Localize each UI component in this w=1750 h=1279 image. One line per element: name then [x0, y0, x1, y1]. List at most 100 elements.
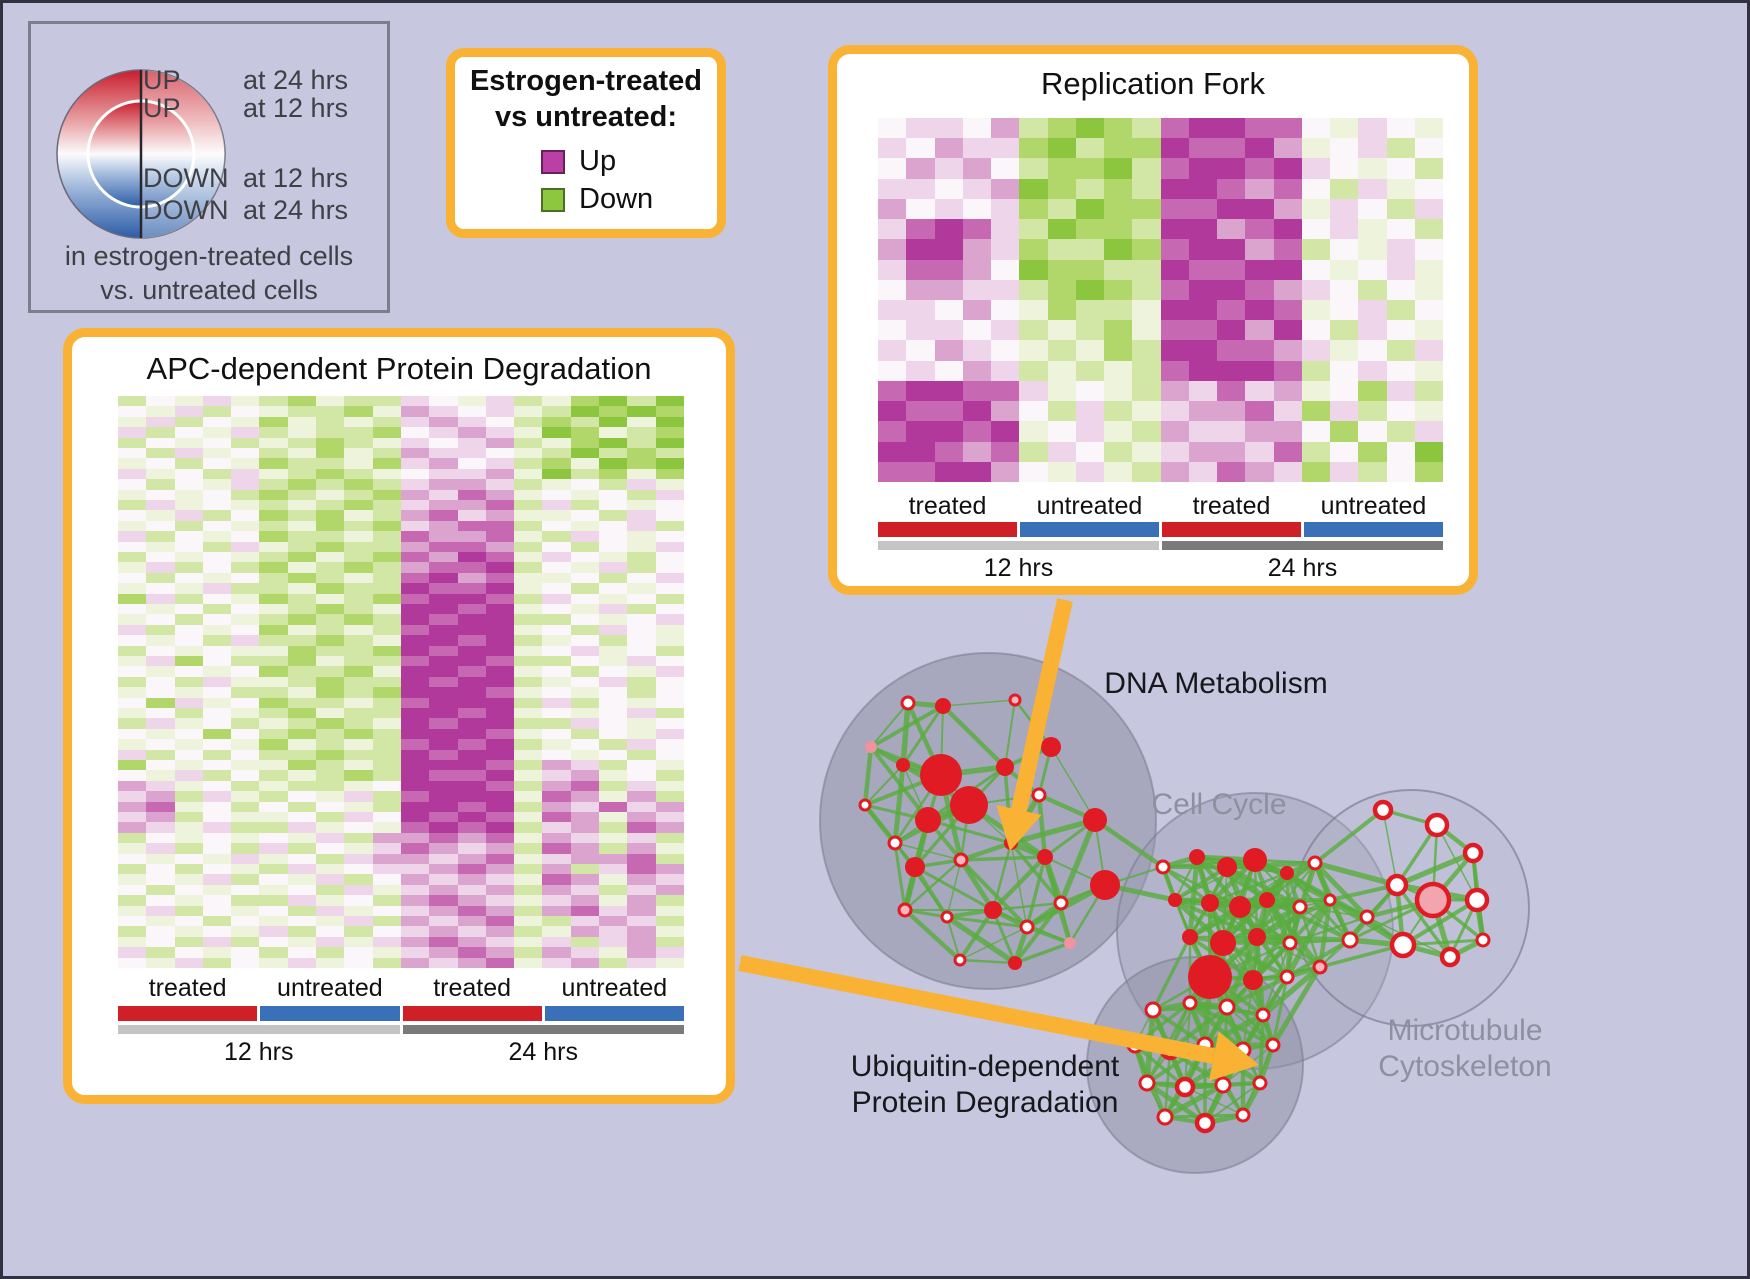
network-edge [1042, 854, 1064, 906]
network-edge [1250, 977, 1276, 1048]
heatmap-cell [316, 572, 345, 584]
heatmap-cell [287, 531, 317, 542]
network-edge [1173, 865, 1229, 902]
heatmap-cell [991, 421, 1020, 442]
heatmap-cell [599, 583, 628, 594]
heatmap-cell [485, 614, 515, 625]
heatmap-cell [174, 437, 203, 448]
heatmap-cell [878, 198, 907, 220]
heatmap-cell [599, 479, 628, 490]
heatmap-cell [316, 520, 345, 532]
heatmap-cell [1047, 421, 1076, 442]
network-edge [1250, 904, 1303, 983]
heatmap-cell [231, 780, 260, 792]
heatmap-cell [344, 832, 373, 844]
heatmap-cell [655, 676, 684, 688]
heatmap-cell [146, 447, 175, 459]
heatmap-cell [429, 666, 458, 677]
heatmap-cell [542, 562, 571, 573]
heatmap-cell [146, 572, 175, 584]
heatmap-cell [231, 832, 260, 844]
network-edge [1285, 905, 1302, 979]
network-edge [913, 803, 971, 869]
heatmap-cell [259, 936, 288, 948]
heatmap-cell [485, 905, 515, 916]
heatmap-cell [570, 655, 600, 667]
network-edge [1208, 975, 1275, 1047]
heatmap-cell [400, 583, 430, 594]
network-edge [1209, 906, 1241, 978]
heatmap-cell [118, 801, 147, 812]
heatmap-cell [991, 441, 1020, 462]
heatmap-cell [1132, 158, 1161, 179]
network-edge [1254, 897, 1333, 940]
heatmap-cell [570, 562, 600, 573]
heatmap-cell [1160, 299, 1189, 321]
heatmap-cell [655, 437, 684, 448]
heatmap-cell [655, 603, 684, 615]
network-edge [1151, 1008, 1207, 1047]
heatmap-cell [655, 489, 684, 500]
heatmap-cell [146, 936, 175, 948]
heatmap-cell [457, 749, 486, 760]
heatmap-cell [542, 936, 571, 948]
network-edge [892, 762, 906, 846]
heatmap-cell [1386, 320, 1415, 341]
heatmap-cell [514, 853, 543, 864]
heatmap-cell [174, 510, 203, 521]
heatmap-cell [655, 479, 684, 490]
heatmap-cell [344, 957, 373, 968]
heatmap-cell [1330, 360, 1359, 381]
network-edge [1254, 934, 1353, 943]
network-edge [1284, 860, 1318, 876]
heatmap-cell [1075, 360, 1104, 381]
heatmap-cell [1414, 219, 1443, 240]
heatmap-cell [570, 801, 600, 812]
heatmap-cell [991, 239, 1020, 260]
group-label: treated [148, 974, 227, 1002]
heatmap-cell [287, 676, 317, 688]
heatmap-cell [287, 572, 317, 584]
heatmap-cell [372, 697, 401, 708]
heatmap-cell [655, 624, 684, 636]
heatmap-cell [485, 811, 515, 823]
heatmap-cell [542, 635, 571, 646]
heatmap-cell [457, 759, 486, 771]
heatmap-cell [231, 895, 260, 906]
heatmap-cell [400, 551, 430, 563]
network-edge [1242, 1044, 1274, 1116]
heatmap-cell [174, 947, 203, 958]
heatmap-cell [231, 624, 260, 636]
heatmap-cell [372, 416, 401, 428]
network-edge [1239, 899, 1331, 908]
network-edge [1188, 1001, 1275, 1047]
heatmap-cell [599, 614, 628, 625]
network-edge [1401, 898, 1479, 947]
heatmap-cell [174, 666, 203, 677]
network-edge [1222, 942, 1254, 981]
network-edge [1430, 850, 1476, 903]
heatmap-cell [372, 770, 401, 781]
heatmap-cell [1019, 259, 1048, 280]
legend-direction: DOWN [143, 195, 229, 225]
timepoint-labels: 12 hrs 24 hrs [878, 554, 1443, 582]
network-edge [1163, 1113, 1245, 1119]
network-edge [1209, 942, 1291, 978]
gene-node [1155, 859, 1171, 875]
heatmap-cell [202, 718, 232, 729]
heatmap-cell [146, 479, 175, 490]
heatmap-cell [485, 603, 515, 615]
heatmap-cell [542, 947, 571, 958]
heatmap-cell [570, 541, 600, 552]
heatmap-cell [1330, 158, 1359, 179]
network-edge [1266, 899, 1288, 978]
gene-node [1475, 932, 1491, 948]
heatmap-cell [259, 406, 288, 417]
heatmap-cell [146, 406, 175, 417]
heatmap-cell [1019, 401, 1048, 422]
gene-node [1389, 931, 1417, 959]
heatmap-cell [1104, 158, 1133, 179]
heatmap-cell [599, 593, 628, 604]
legend-time: at 24 hrs [243, 65, 349, 95]
network-edge [946, 859, 962, 918]
